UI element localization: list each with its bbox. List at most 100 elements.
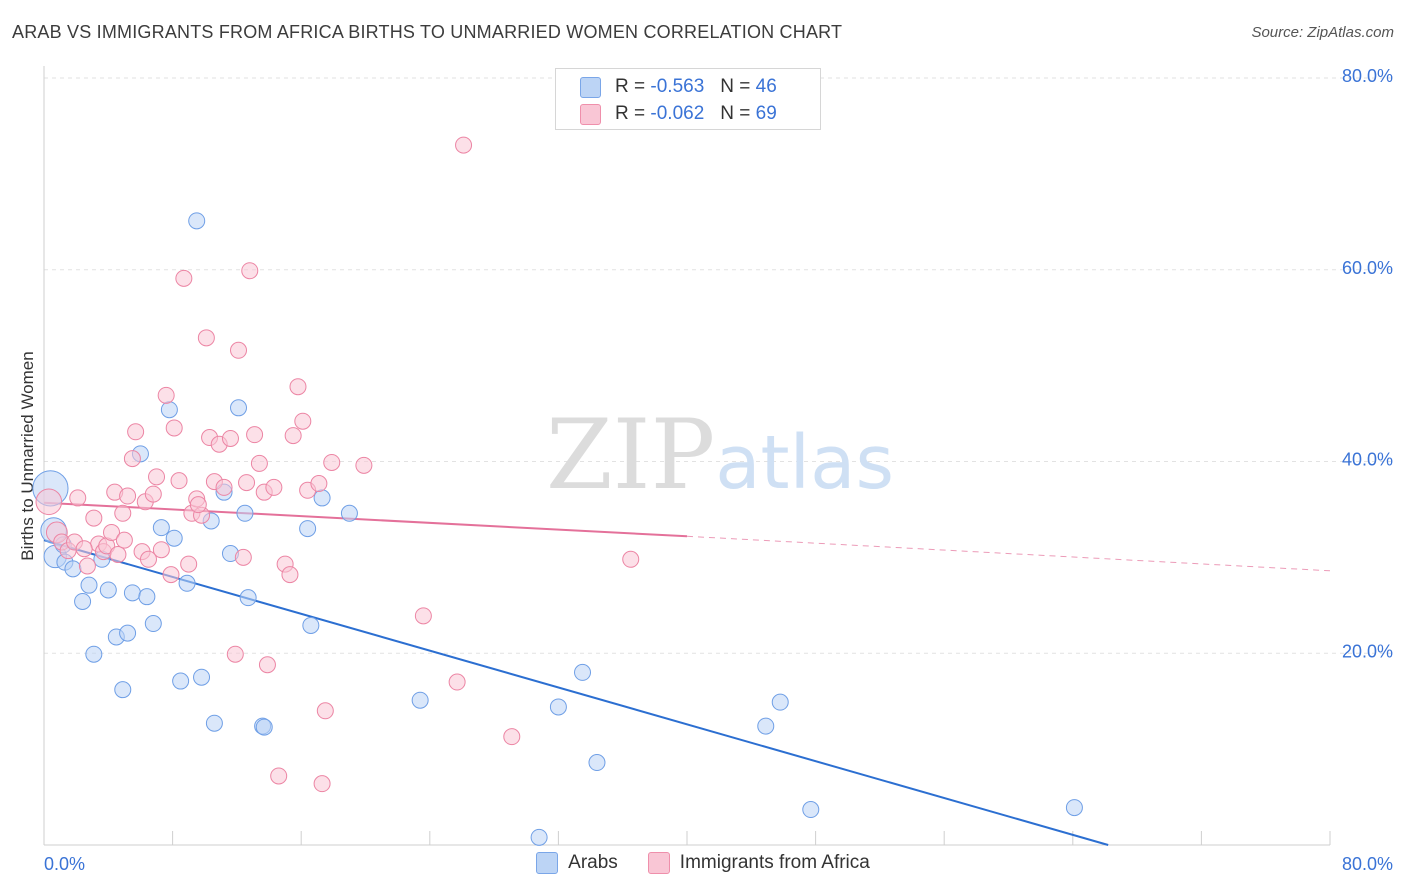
africa-point — [119, 487, 137, 505]
africa-point — [503, 728, 521, 746]
africa-point — [310, 475, 328, 493]
y-tick-label: 80.0% — [1342, 66, 1393, 86]
stats-legend: R = -0.563 N = 46 R = -0.062 N = 69 — [555, 68, 821, 130]
arabs-point — [230, 399, 248, 417]
africa-trend-extension — [686, 535, 1331, 572]
x-tick-label: 0.0% — [44, 854, 85, 874]
gridlines — [44, 77, 1392, 654]
arabs-trend-line — [43, 539, 1109, 846]
arabs-point — [802, 801, 820, 819]
africa-point — [221, 429, 239, 447]
africa-point — [78, 557, 96, 575]
stats-row-africa: R = -0.062 N = 69 — [580, 103, 777, 125]
series-legend: Arabs Immigrants from Africa — [0, 852, 1406, 874]
africa-point — [165, 419, 183, 437]
arabs-point — [313, 489, 331, 507]
arabs-point — [119, 624, 137, 642]
arabs-point — [188, 212, 206, 230]
africa-point — [115, 531, 133, 549]
r-value: -0.062 — [650, 103, 705, 124]
africa-point — [313, 775, 331, 793]
legend-item-arabs[interactable]: Arabs — [536, 852, 618, 874]
arabs-point — [340, 504, 358, 522]
arabs-point — [757, 717, 775, 735]
arabs-point — [160, 401, 178, 419]
n-value: 46 — [755, 76, 777, 97]
arabs-point — [123, 584, 141, 602]
arabs-swatch — [580, 76, 601, 98]
n-value: 69 — [755, 103, 777, 124]
arabs-point — [165, 529, 183, 547]
arabs-point — [411, 691, 429, 709]
axes — [43, 66, 1331, 846]
africa-point — [284, 427, 302, 445]
watermark-text: ZIPatlas — [546, 399, 894, 511]
arabs-point — [178, 574, 196, 592]
arabs-point — [588, 754, 606, 772]
africa-point — [289, 378, 307, 396]
y-tick-label: 60.0% — [1342, 258, 1393, 278]
africa-point — [127, 423, 145, 441]
r-label: R = — [615, 103, 646, 124]
legend-label-arabs: Arabs — [568, 852, 618, 873]
africa-point — [281, 566, 299, 584]
africa-point — [226, 645, 244, 663]
arabs-point — [239, 589, 257, 607]
arabs-point — [236, 504, 254, 522]
x-tick-label: 80.0% — [1342, 854, 1393, 874]
watermark: ZIPatlas — [546, 399, 894, 511]
africa-point — [265, 478, 283, 496]
africa-point — [85, 509, 103, 527]
africa-point — [170, 472, 188, 490]
africa-point — [414, 607, 432, 625]
y-tick-label: 40.0% — [1342, 450, 1393, 470]
arabs-point — [138, 588, 156, 606]
tick-labels: 20.0% 40.0% 60.0% 80.0% 0.0% 80.0% — [44, 66, 1393, 874]
africa-point — [114, 504, 132, 522]
africa-point — [152, 541, 170, 559]
africa-point — [75, 540, 93, 558]
y-tick-label: 20.0% — [1342, 641, 1393, 661]
africa-point — [35, 488, 63, 516]
chart-source: Source: ZipAtlas.com — [1251, 24, 1394, 41]
arabs-point — [299, 520, 317, 538]
arabs-point — [85, 645, 103, 663]
arabs-legend-swatch — [536, 852, 559, 874]
arabs-point — [205, 714, 223, 732]
arabs-point — [74, 592, 92, 610]
arabs-point — [1065, 799, 1083, 817]
n-label: N = — [720, 103, 751, 124]
arabs-point — [80, 576, 98, 594]
africa-point — [162, 566, 180, 584]
africa-point — [250, 454, 268, 472]
arabs-point — [99, 581, 117, 599]
legend-item-africa[interactable]: Immigrants from Africa — [647, 852, 870, 874]
africa-point — [323, 453, 341, 471]
trend-lines — [43, 501, 1331, 846]
n-label: N = — [720, 76, 751, 97]
africa-point — [241, 262, 259, 280]
africa-point — [148, 468, 166, 486]
africa-point — [448, 673, 466, 691]
africa-swatch — [580, 103, 601, 125]
arabs-point — [64, 560, 82, 578]
arabs-point — [172, 672, 190, 690]
arabs-point — [549, 698, 567, 716]
africa-point — [355, 456, 373, 474]
arabs-point — [771, 693, 789, 711]
africa-point — [246, 426, 264, 444]
arabs-point — [574, 663, 592, 681]
africa-point — [215, 478, 233, 496]
africa-point — [69, 489, 87, 507]
arabs-point — [144, 615, 162, 633]
arabs-point — [152, 519, 170, 537]
r-label: R = — [615, 76, 646, 97]
arabs-point — [530, 828, 548, 846]
data-points — [32, 136, 1083, 846]
africa-point — [316, 702, 334, 720]
africa-point — [270, 767, 288, 785]
africa-point — [189, 496, 207, 514]
arabs-point — [114, 681, 132, 699]
africa-point — [238, 474, 256, 492]
